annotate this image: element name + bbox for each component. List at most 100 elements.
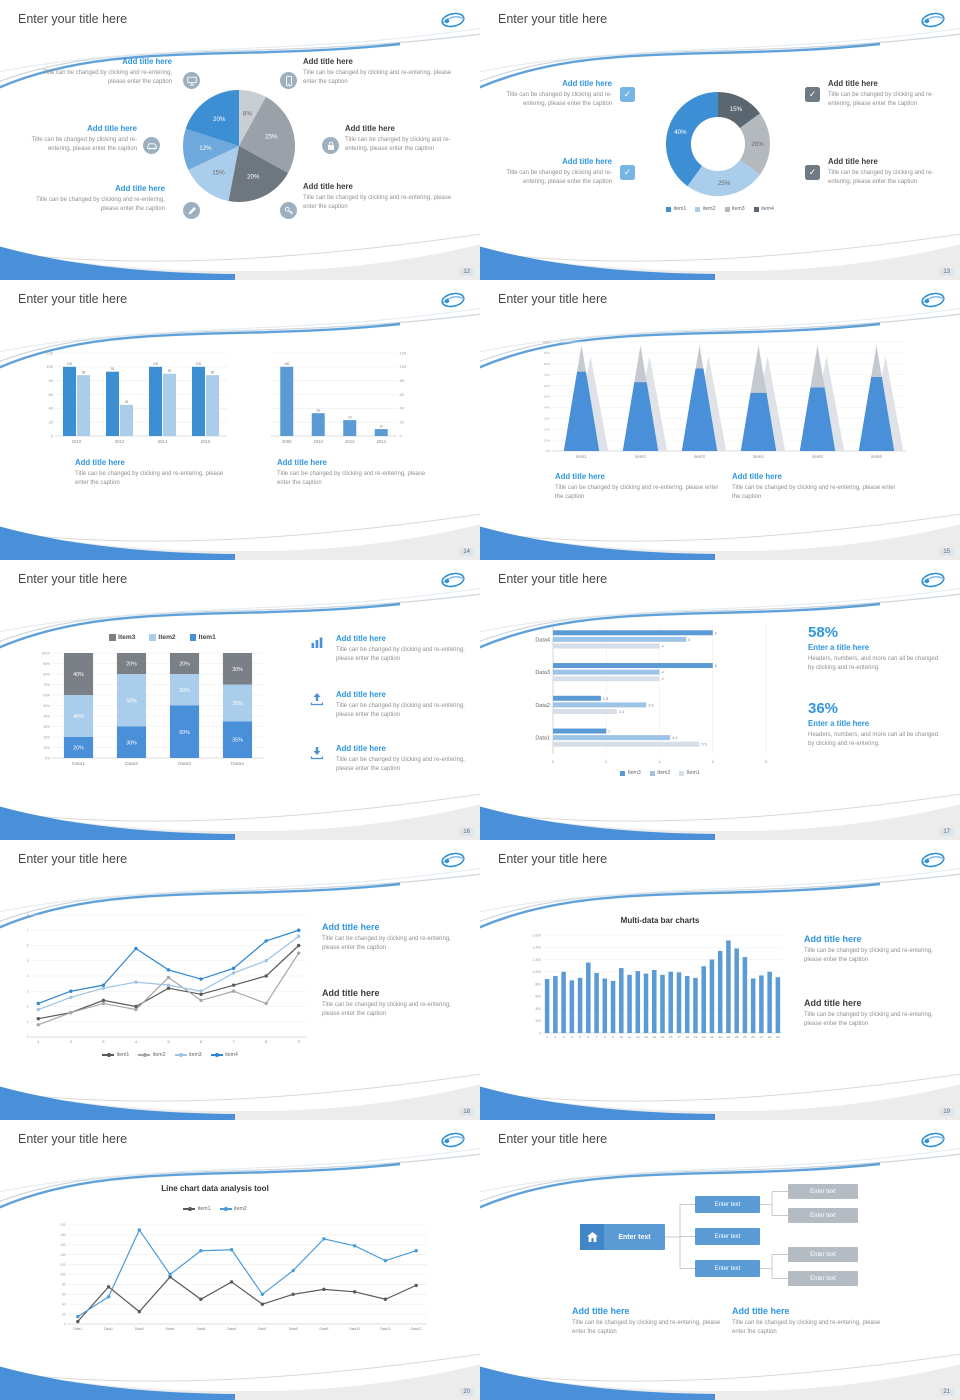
logo-icon bbox=[440, 10, 466, 30]
svg-text:1,200: 1,200 bbox=[533, 958, 542, 962]
svg-text:50%: 50% bbox=[43, 704, 50, 708]
org-node-label: Enter text bbox=[810, 1251, 836, 1258]
svg-text:14: 14 bbox=[653, 1035, 657, 1039]
svg-text:26: 26 bbox=[751, 1035, 755, 1039]
svg-text:35%: 35% bbox=[232, 738, 243, 744]
svg-text:Data7: Data7 bbox=[258, 1327, 267, 1331]
svg-text:Data2: Data2 bbox=[535, 703, 550, 709]
svg-text:20%: 20% bbox=[43, 735, 50, 739]
org-node[interactable]: Enter text bbox=[788, 1247, 858, 1262]
svg-text:Data5: Data5 bbox=[196, 1327, 205, 1331]
slide-line-chart-analysis[interactable]: Enter your title here Line chart data an… bbox=[0, 1120, 480, 1400]
side-title: Add title here bbox=[322, 922, 380, 932]
callout-caption: Title can be changed by clicking and re-… bbox=[303, 194, 452, 211]
svg-text:4: 4 bbox=[571, 1035, 573, 1039]
svg-text:2: 2 bbox=[605, 759, 608, 764]
callout-title: Add title here bbox=[303, 57, 353, 66]
svg-text:120: 120 bbox=[60, 1263, 66, 1267]
svg-text:33: 33 bbox=[316, 408, 320, 412]
org-node[interactable]: Enter text bbox=[788, 1271, 858, 1286]
caption-text: Title can be changed by clicking and re-… bbox=[732, 1319, 881, 1336]
svg-text:100%: 100% bbox=[542, 340, 550, 344]
svg-text:200: 200 bbox=[60, 1223, 66, 1227]
slide-multi-line-chart[interactable]: Enter your title here 0 1 2 3 4 5 6 7 8 1 2 3 4 5 6 7 8 9… bbox=[0, 840, 480, 1120]
svg-text:100: 100 bbox=[67, 362, 73, 366]
svg-text:50%: 50% bbox=[126, 698, 137, 704]
svg-text:1: 1 bbox=[37, 1039, 40, 1044]
svg-text:60%: 60% bbox=[544, 384, 550, 388]
svg-text:8: 8 bbox=[604, 1035, 606, 1039]
svg-text:40%: 40% bbox=[43, 714, 50, 718]
org-node-label: Enter text bbox=[810, 1275, 836, 1282]
caption-title: Add title here bbox=[75, 458, 125, 467]
slide-donut-chart[interactable]: Enter your title here 15% 20% 25% 40% item1… bbox=[480, 0, 960, 280]
org-node-label: Enter text bbox=[714, 1233, 741, 1240]
org-node-label: Enter text bbox=[714, 1265, 741, 1272]
side-block-2: Add title here Title can be changed by c… bbox=[336, 690, 468, 721]
svg-text:2010: 2010 bbox=[72, 439, 82, 444]
svg-text:2012: 2012 bbox=[345, 439, 355, 444]
slide-title: Enter your title here bbox=[18, 572, 128, 586]
slide-pie-infographic[interactable]: Enter your title here 8% 25% 20% 15% 12% 20% … bbox=[0, 0, 480, 280]
svg-text:45: 45 bbox=[125, 400, 129, 404]
svg-text:20: 20 bbox=[62, 1312, 66, 1316]
caption-text: Title can be changed by clicking and re-… bbox=[732, 484, 896, 501]
single-bar-chart: 0 20 40 60 80 100 120 100 2008 33 2010 23 2012 10 2014 bbox=[271, 350, 407, 444]
callout-caption: Title can be changed by clicking and re-… bbox=[506, 91, 612, 108]
logo-icon bbox=[440, 1130, 466, 1150]
logo-icon bbox=[920, 10, 946, 30]
svg-text:15%: 15% bbox=[730, 106, 743, 113]
svg-text:Data3: Data3 bbox=[178, 761, 191, 767]
callout-caption: Title can be changed by clicking and re-… bbox=[43, 69, 172, 86]
svg-text:100: 100 bbox=[60, 1273, 66, 1277]
svg-text:15%: 15% bbox=[212, 170, 225, 177]
caption-block-2: Add title here Title can be changed by c… bbox=[732, 472, 897, 503]
org-node[interactable]: Enter text bbox=[788, 1184, 858, 1199]
svg-text:8%: 8% bbox=[243, 110, 252, 117]
svg-text:1,000: 1,000 bbox=[533, 970, 542, 974]
side-title: Add title here bbox=[804, 998, 862, 1008]
svg-text:88: 88 bbox=[82, 370, 86, 374]
smartphone-icon bbox=[280, 72, 297, 89]
side-block-1: Add title here Title can be changed by c… bbox=[322, 922, 467, 954]
svg-text:70%: 70% bbox=[43, 683, 50, 687]
svg-text:400: 400 bbox=[535, 1007, 541, 1011]
svg-text:60: 60 bbox=[49, 392, 54, 397]
svg-text:200: 200 bbox=[535, 1019, 541, 1023]
slide-multi-data-bar-chart[interactable]: Enter your title here Multi-data bar cha… bbox=[480, 840, 960, 1120]
svg-text:20%: 20% bbox=[213, 116, 226, 123]
org-node[interactable]: Enter text bbox=[695, 1260, 760, 1277]
svg-text:7: 7 bbox=[232, 1039, 235, 1044]
svg-text:80: 80 bbox=[400, 378, 405, 383]
svg-text:60: 60 bbox=[62, 1293, 66, 1297]
lock-icon bbox=[322, 137, 339, 154]
stacked-legend: Item3 Item2 Item1 bbox=[55, 634, 270, 641]
svg-text:7: 7 bbox=[596, 1035, 598, 1039]
page-number: 16 bbox=[460, 828, 473, 836]
slide-bar-charts[interactable]: Enter your title here 0 20 40 60 80 100 120 100… bbox=[0, 280, 480, 560]
key-icon bbox=[280, 202, 297, 219]
slide-org-diagram[interactable]: Enter your title here Enter text Enter t… bbox=[480, 1120, 960, 1400]
org-node[interactable]: Enter text bbox=[695, 1228, 760, 1245]
svg-text:100: 100 bbox=[400, 364, 407, 369]
org-node-label: Enter text bbox=[714, 1201, 741, 1208]
side-block-2: Add title here Title can be changed by c… bbox=[804, 998, 949, 1030]
callout-caption: Title can be changed by clicking and re-… bbox=[828, 169, 934, 186]
pie-chart: 8% 25% 20% 15% 12% 20% bbox=[183, 90, 295, 202]
page-number: 18 bbox=[460, 1108, 473, 1116]
monitor-icon bbox=[183, 72, 200, 89]
callout-caption: Title can be changed by clicking and re-… bbox=[303, 69, 452, 86]
side-block-1: Add title here Title can be changed by c… bbox=[804, 934, 949, 966]
svg-text:23: 23 bbox=[727, 1035, 731, 1039]
checkbox-icon: ✓ bbox=[620, 165, 635, 180]
home-icon bbox=[580, 1224, 604, 1250]
svg-text:Data9: Data9 bbox=[320, 1327, 329, 1331]
page-number: 20 bbox=[460, 1388, 473, 1396]
page-number: 17 bbox=[940, 828, 953, 836]
org-root-node[interactable]: Enter text bbox=[580, 1224, 665, 1250]
slide-cone-chart[interactable]: Enter your title here 0% 10% 20% 30% 40% 50% 6… bbox=[480, 280, 960, 560]
slide-stacked-bar-chart[interactable]: Enter your title here Item3 Item2 Item1 0%… bbox=[0, 560, 480, 840]
org-node[interactable]: Enter text bbox=[788, 1208, 858, 1223]
slide-horizontal-bar-chart[interactable]: Enter your title here 0 2 4 6 8 Data4 6 5 4 Data3… bbox=[480, 560, 960, 840]
org-node[interactable]: Enter text bbox=[695, 1196, 760, 1213]
